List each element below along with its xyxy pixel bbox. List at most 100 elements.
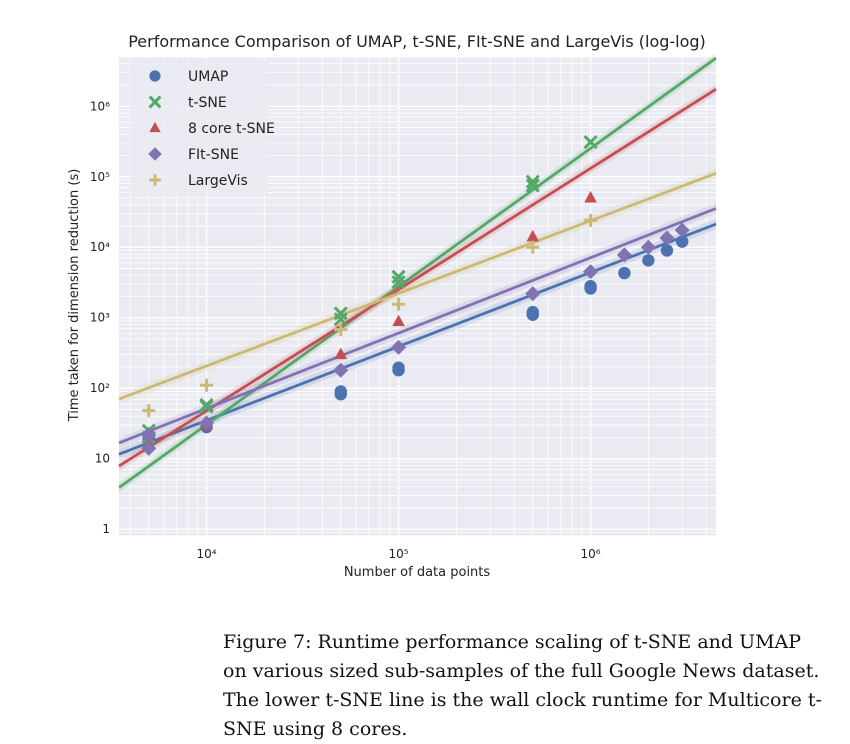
data-point (141, 440, 157, 456)
data-point (200, 378, 214, 392)
circle-marker (334, 385, 347, 398)
legend-label: LargeVis (188, 173, 248, 189)
data-point (660, 244, 674, 257)
x-marker (333, 312, 348, 327)
x-marker (583, 135, 598, 150)
y-tick-label: 10 (95, 452, 110, 466)
data-point (199, 397, 214, 412)
legend-label: 8 core t-SNE (188, 121, 275, 137)
x-marker (391, 275, 406, 290)
x-marker (199, 397, 214, 412)
data-point (333, 312, 348, 327)
diamond-marker (525, 286, 541, 302)
plus-marker (142, 404, 156, 418)
plus-marker (149, 174, 161, 186)
triangle-marker (392, 314, 405, 327)
data-point (640, 239, 656, 255)
plus-marker (584, 213, 598, 227)
legend-marker (149, 121, 161, 133)
data-point (392, 297, 406, 311)
legend-label: UMAP (188, 69, 228, 85)
data-point (141, 427, 157, 443)
data-point (526, 229, 540, 242)
y-tick-label: 10⁶ (90, 99, 110, 113)
diamond-marker (199, 415, 215, 431)
y-tick-label: 10³ (90, 311, 110, 325)
diamond-marker (333, 362, 349, 378)
data-point (525, 286, 541, 302)
data-point (333, 306, 348, 321)
diamond-marker (141, 440, 157, 456)
data-point (334, 385, 347, 398)
data-point (333, 362, 349, 378)
legend-label: FIt-SNE (188, 147, 239, 163)
data-point (526, 305, 539, 319)
triangle-marker (149, 121, 161, 133)
data-point (659, 230, 675, 246)
data-point (526, 240, 540, 254)
data-point (616, 247, 632, 263)
data-point (583, 135, 598, 150)
legend-box (130, 60, 268, 195)
x-tick-label: 10⁶ (581, 547, 601, 561)
data-point (583, 264, 599, 280)
x-axis-label: Number of data points (344, 565, 491, 580)
triangle-marker (526, 229, 540, 242)
plus-marker (334, 323, 348, 337)
legend-marker (148, 95, 162, 109)
data-point (674, 222, 690, 238)
x-marker (525, 174, 540, 189)
legend-label: t-SNE (188, 95, 227, 111)
data-point (334, 347, 348, 360)
circle-marker (526, 305, 539, 319)
x-marker (525, 178, 540, 193)
x-tick-label: 10⁵ (389, 547, 409, 561)
circle-marker (660, 244, 674, 257)
chart: 10⁴ 10⁵ 10⁶ 1 10 10² 10³ 10⁴ 10⁵ 10⁶ Performance … (67, 32, 717, 580)
data-point (642, 254, 655, 267)
diamond-marker (616, 247, 632, 263)
diamond-marker (141, 427, 157, 443)
data-point (199, 415, 215, 431)
diamond-marker (659, 230, 675, 246)
diamond-marker (640, 239, 656, 255)
data-point (391, 269, 406, 284)
legend: UMAP t-SNE 8 core t-SNE FIt-SNE LargeVis (130, 60, 275, 195)
data-point (391, 339, 407, 355)
legend-marker (149, 70, 161, 82)
data-point (525, 174, 540, 189)
y-tick-label: 10² (90, 381, 110, 395)
figure-caption: Figure 7: Runtime performance scaling of… (223, 631, 822, 740)
circle-marker (618, 266, 631, 280)
x-marker (333, 306, 348, 321)
x-marker (148, 95, 162, 109)
circle-marker (584, 280, 597, 293)
y-tick-label: 10⁵ (90, 170, 110, 184)
plus-marker (526, 240, 540, 254)
circle-marker (392, 361, 405, 374)
diamond-marker (583, 264, 599, 280)
diamond-marker (391, 339, 407, 355)
diamond-marker (148, 147, 162, 161)
data-point (618, 266, 631, 280)
legend-marker (148, 147, 162, 161)
fit-line (118, 172, 717, 401)
data-point (525, 178, 540, 193)
y-tick-label: 10⁴ (90, 240, 110, 254)
data-point (675, 235, 689, 248)
circle-marker (642, 254, 655, 267)
circle-marker (149, 70, 161, 82)
data-point (392, 361, 405, 374)
triangle-marker (584, 190, 597, 203)
fit-lines (118, 53, 717, 493)
circle-marker (675, 235, 689, 248)
x-marker (391, 269, 406, 284)
data-point (392, 314, 405, 327)
plus-marker (200, 378, 214, 392)
data-point (584, 280, 597, 293)
y-axis-label: Time taken for dimension reduction (s) (67, 169, 82, 423)
data-point (391, 275, 406, 290)
diamond-marker (674, 222, 690, 238)
data-point (142, 404, 156, 418)
tick-labels: 10⁴ 10⁵ 10⁶ 1 10 10² 10³ 10⁴ 10⁵ 10⁶ (90, 99, 601, 561)
